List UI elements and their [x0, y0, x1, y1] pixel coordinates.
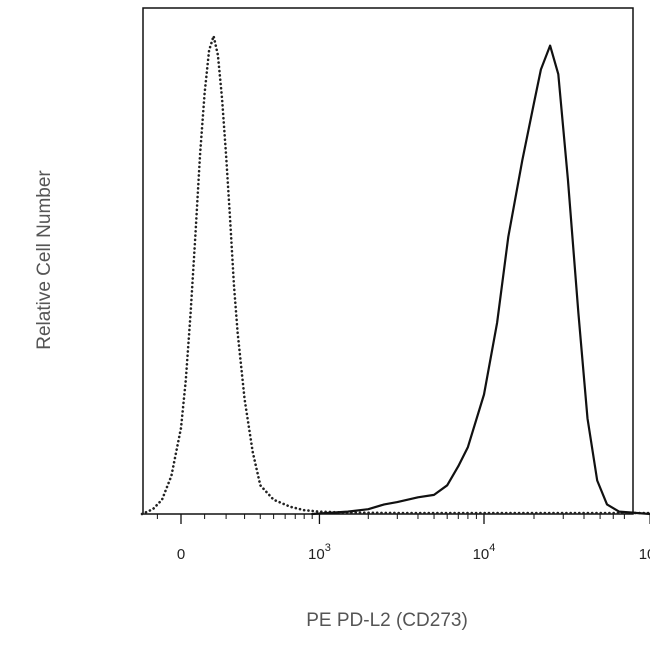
histogram-series [140, 34, 650, 516]
x-tick-label-exponent: 3 [325, 542, 331, 554]
dotted-histogram-curve [140, 34, 650, 516]
x-axis-minor-ticks [156, 514, 625, 519]
x-tick-label: 0 [177, 546, 185, 563]
x-tick-label-base: 0 [177, 546, 185, 563]
solid-histogram-curve [311, 44, 650, 516]
x-tick-label: 104 [473, 542, 496, 563]
plot-frame [142, 7, 634, 515]
x-tick-label: 103 [308, 542, 331, 563]
y-axis-label: Relative Cell Number [34, 170, 55, 350]
x-axis-major-ticks [180, 514, 650, 524]
x-tick-label-base: 10 [639, 546, 650, 563]
x-tick-label-exponent: 4 [489, 542, 495, 554]
x-axis-tick-labels: 0103104105 [177, 542, 650, 563]
x-tick-label-base: 10 [308, 546, 325, 563]
x-tick-label: 105 [639, 542, 650, 563]
x-axis-label: PE PD-L2 (CD273) [306, 610, 468, 631]
x-tick-label-base: 10 [473, 546, 490, 563]
